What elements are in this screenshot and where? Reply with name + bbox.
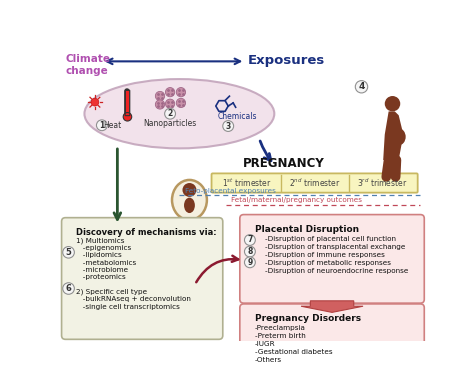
- Text: Climate
change: Climate change: [65, 54, 110, 76]
- Text: Placental Disruption: Placental Disruption: [255, 224, 359, 234]
- Text: PREGNANCY: PREGNANCY: [243, 157, 325, 170]
- Ellipse shape: [172, 180, 207, 220]
- Text: -Disruption of neuroendocrine response: -Disruption of neuroendocrine response: [264, 268, 408, 275]
- Circle shape: [63, 247, 74, 258]
- Text: 5: 5: [65, 248, 72, 257]
- Text: 1$^{st}$ trimester: 1$^{st}$ trimester: [222, 177, 272, 189]
- Text: 6: 6: [65, 284, 72, 293]
- Circle shape: [123, 113, 132, 121]
- Circle shape: [176, 88, 186, 97]
- Text: Discovery of mechanisms via:: Discovery of mechanisms via:: [76, 228, 217, 237]
- Text: -Disruption of immune responses: -Disruption of immune responses: [264, 252, 384, 258]
- Text: -Preterm birth: -Preterm birth: [255, 333, 305, 339]
- Text: 9: 9: [247, 258, 253, 267]
- Text: -bulkRNAseq + deconvolution: -bulkRNAseq + deconvolution: [76, 296, 191, 302]
- Circle shape: [245, 257, 255, 268]
- Text: 7: 7: [247, 236, 253, 244]
- Ellipse shape: [392, 128, 406, 145]
- Circle shape: [182, 183, 196, 197]
- Polygon shape: [301, 301, 363, 313]
- Text: -Disruption of metabolic responses: -Disruption of metabolic responses: [264, 260, 391, 267]
- Text: Feto-placental exposures: Feto-placental exposures: [185, 188, 276, 194]
- Circle shape: [164, 108, 175, 119]
- FancyBboxPatch shape: [211, 173, 418, 193]
- Circle shape: [155, 92, 164, 101]
- Text: 1: 1: [99, 121, 104, 130]
- Text: -single cell transcriptomics: -single cell transcriptomics: [76, 303, 180, 309]
- Circle shape: [245, 235, 255, 246]
- Text: 8: 8: [247, 247, 253, 256]
- Text: Pregnancy Disorders: Pregnancy Disorders: [255, 314, 361, 323]
- FancyBboxPatch shape: [240, 304, 424, 381]
- Text: Heat: Heat: [103, 121, 121, 130]
- Ellipse shape: [84, 79, 274, 148]
- Ellipse shape: [184, 198, 195, 213]
- FancyBboxPatch shape: [62, 218, 223, 339]
- Circle shape: [176, 98, 186, 108]
- FancyBboxPatch shape: [240, 214, 424, 303]
- Text: -microbiome: -microbiome: [76, 267, 128, 273]
- Circle shape: [165, 99, 175, 108]
- Text: Chemicals: Chemicals: [218, 112, 257, 121]
- Text: -IUGR: -IUGR: [255, 341, 275, 347]
- Text: -Gestational diabetes: -Gestational diabetes: [255, 349, 332, 355]
- Circle shape: [165, 88, 175, 97]
- Circle shape: [223, 121, 234, 131]
- Text: 1) Multiomics: 1) Multiomics: [76, 238, 125, 244]
- Text: 4: 4: [358, 82, 365, 91]
- Text: 2: 2: [167, 109, 173, 118]
- Circle shape: [96, 120, 107, 131]
- Circle shape: [356, 80, 368, 93]
- Circle shape: [63, 283, 74, 294]
- Text: Fetal/maternal/pregnancy outcomes: Fetal/maternal/pregnancy outcomes: [231, 197, 362, 203]
- Circle shape: [155, 100, 164, 109]
- Text: -lipidomics: -lipidomics: [76, 252, 122, 258]
- Circle shape: [91, 98, 99, 106]
- Text: 3$^{rd}$ trimester: 3$^{rd}$ trimester: [357, 177, 408, 189]
- Text: 2) Specific cell type: 2) Specific cell type: [76, 289, 147, 295]
- Text: -Preeclampsia: -Preeclampsia: [255, 325, 305, 331]
- Polygon shape: [383, 111, 403, 160]
- Circle shape: [245, 246, 255, 257]
- Text: -Disruption of placental cell function: -Disruption of placental cell function: [264, 236, 396, 242]
- Text: 3: 3: [226, 121, 231, 131]
- Text: Exposures: Exposures: [247, 54, 325, 67]
- Text: -Disruption of transplacental exchange: -Disruption of transplacental exchange: [264, 244, 405, 250]
- Text: -epigenomics: -epigenomics: [76, 245, 132, 251]
- Text: Nanoparticles: Nanoparticles: [144, 119, 197, 128]
- Circle shape: [385, 96, 400, 111]
- Text: -metabolomics: -metabolomics: [76, 260, 137, 266]
- Text: -proteomics: -proteomics: [76, 274, 126, 280]
- Text: -Others: -Others: [255, 357, 282, 363]
- Text: 2$^{nd}$ trimester: 2$^{nd}$ trimester: [289, 177, 340, 189]
